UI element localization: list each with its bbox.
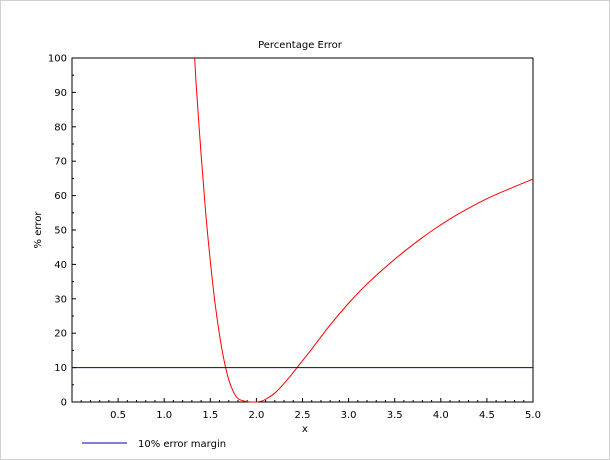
legend: 10% error margin xyxy=(82,439,226,450)
x-tick-label: 4.0 xyxy=(433,410,449,421)
y-tick-label: 20 xyxy=(54,329,67,340)
x-tick-label: 1.5 xyxy=(202,410,218,421)
error-curve xyxy=(194,57,534,403)
y-tick-label: 0 xyxy=(61,398,67,409)
chart-title: Percentage Error xyxy=(258,40,343,51)
y-axis-label: % error xyxy=(33,211,44,249)
y-tick-label: 70 xyxy=(54,157,67,168)
x-axis-label: x xyxy=(302,424,308,435)
legend-label: 10% error margin xyxy=(138,439,226,450)
x-tick-label: 3.0 xyxy=(341,410,357,421)
x-tick-label: 2.5 xyxy=(295,410,311,421)
y-tick-label: 80 xyxy=(54,122,67,133)
y-tick-label: 40 xyxy=(54,260,67,271)
y-tick-label: 50 xyxy=(54,226,67,237)
y-tick-label: 90 xyxy=(54,88,67,99)
x-tick-label: 0.5 xyxy=(110,410,126,421)
x-tick-label: 4.5 xyxy=(479,410,495,421)
x-axis: 0.5 1.0 1.5 2.0 2.5 3.0 3.5 4.0 4.5 5.0 xyxy=(80,398,541,421)
x-tick-label: 2.0 xyxy=(248,410,264,421)
y-tick-label: 60 xyxy=(54,191,67,202)
y-tick-label: 100 xyxy=(48,54,67,65)
y-axis: 0 10 20 30 40 50 60 70 80 90 100 xyxy=(48,54,76,409)
plot-area xyxy=(71,57,534,403)
x-tick-label: 5.0 xyxy=(525,410,541,421)
series-layer xyxy=(72,57,534,403)
y-tick-label: 10 xyxy=(54,363,67,374)
x-tick-label: 3.5 xyxy=(387,410,403,421)
y-tick-label: 30 xyxy=(54,294,67,305)
x-tick-label: 1.0 xyxy=(156,410,172,421)
